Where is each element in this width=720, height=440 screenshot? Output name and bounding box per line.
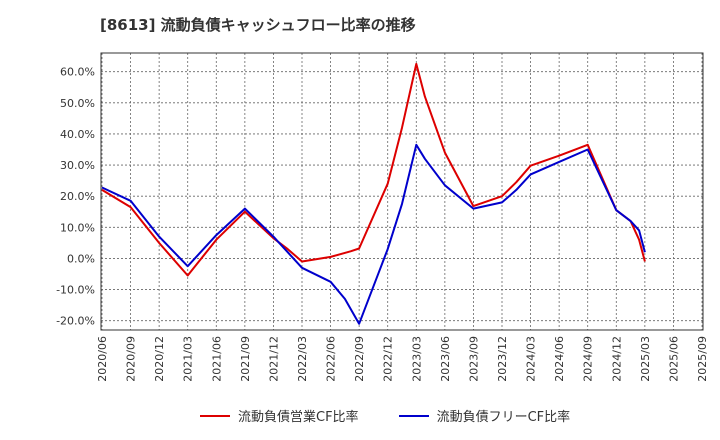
x-tick-label: 2023/06 [439, 336, 452, 382]
plot-area [101, 53, 703, 330]
plot-border [100, 52, 704, 331]
legend-swatch-blue [398, 414, 429, 417]
y-tick-label: 60.0% [60, 66, 95, 79]
x-axis: 2020/06 2020/09 2020/12 2021/03 2021/06 2021/… [96, 336, 709, 382]
chart-title: [8613] 流動負債キャッシュフロー比率の推移 [100, 16, 416, 34]
x-tick-label: 2025/09 [696, 336, 709, 382]
x-tick-label: 2025/06 [667, 336, 680, 382]
x-tick-label: 2022/03 [296, 336, 309, 382]
legend-item-operating-cf: 流動負債営業CF比率 [200, 406, 359, 425]
legend-label-free-cf: 流動負債フリーCF比率 [436, 410, 571, 425]
legend-swatch-red [200, 414, 230, 417]
x-tick-label: 2021/12 [267, 336, 280, 382]
legend: 流動負債営業CF比率 流動負債フリーCF比率 [200, 406, 570, 425]
y-tick-label: 50.0% [60, 97, 95, 110]
x-tick-label: 2020/06 [96, 336, 109, 382]
x-tick-label: 2023/12 [496, 336, 509, 382]
x-tick-label: 2024/06 [553, 336, 566, 382]
x-tick-label: 2024/12 [610, 336, 623, 382]
x-tick-label: 2020/09 [125, 336, 138, 382]
x-tick-label: 2020/12 [153, 336, 166, 382]
x-tick-label: 2024/03 [525, 336, 538, 382]
grid-lines [101, 53, 703, 330]
y-tick-label: 10.0% [60, 221, 95, 234]
legend-item-free-cf: 流動負債フリーCF比率 [398, 406, 571, 425]
y-tick-label: -20.0% [56, 315, 95, 328]
series-line-operating-cf [101, 62, 646, 277]
y-tick-label: 30.0% [60, 159, 95, 172]
x-tick-label: 2023/09 [467, 336, 480, 382]
x-tick-label: 2022/12 [382, 336, 395, 382]
x-tick-label: 2022/06 [325, 336, 338, 382]
y-tick-label: 40.0% [60, 128, 95, 141]
y-tick-label: 20.0% [60, 190, 95, 203]
x-tick-label: 2025/03 [639, 336, 652, 382]
x-tick-label: 2021/09 [239, 336, 252, 382]
y-tick-label: -10.0% [56, 284, 95, 297]
series-group [101, 62, 646, 325]
x-tick-label: 2023/03 [410, 336, 423, 382]
legend-label-operating-cf: 流動負債営業CF比率 [238, 410, 359, 425]
y-axis: 60.0% 50.0% 40.0% 30.0% 20.0% 10.0% 0.0% -10.0%… [56, 66, 95, 328]
x-tick-label: 2021/06 [210, 336, 223, 382]
y-tick-label: 0.0% [67, 252, 95, 265]
x-tick-label: 2024/09 [582, 336, 595, 382]
x-tick-label: 2021/03 [182, 336, 195, 382]
series-line-free-cf [101, 143, 646, 325]
x-tick-label: 2022/09 [353, 336, 366, 382]
